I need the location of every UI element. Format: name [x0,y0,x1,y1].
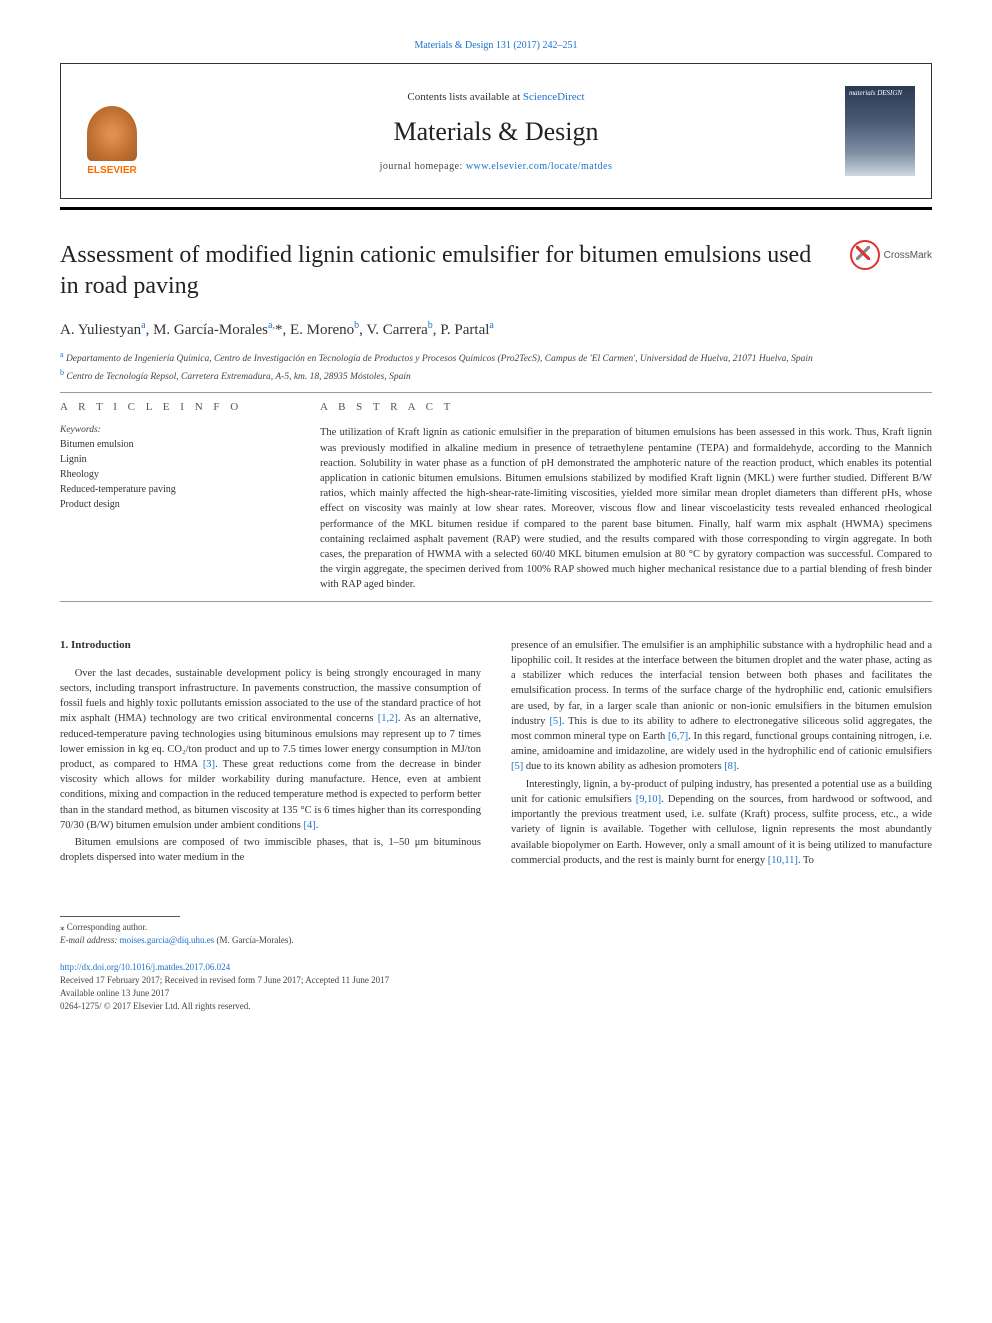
keyword-item: Rheology [60,467,290,482]
keyword-item: Bitumen emulsion [60,437,290,452]
publisher-logo: ELSEVIER [77,86,147,176]
email-link[interactable]: moises.garcia@diq.uhu.es [120,935,215,945]
body-right-column: presence of an emulsifier. The emulsifie… [511,638,932,870]
homepage-prefix: journal homepage: [380,161,466,172]
homepage-line: journal homepage: www.elsevier.com/locat… [147,161,845,172]
abstract-text: The utilization of Kraft lignin as catio… [320,425,932,592]
body-paragraph: Bitumen emulsions are composed of two im… [60,835,481,865]
abstract-label: A B S T R A C T [320,401,932,413]
section-heading-intro: 1. Introduction [60,638,481,654]
divider-before-abstract [60,392,932,393]
contents-line: Contents lists available at ScienceDirec… [147,91,845,103]
body-left-column: 1. Introduction Over the last decades, s… [60,638,481,870]
affiliations: a Departamento de Ingeniería Química, Ce… [60,349,932,384]
contents-prefix: Contents lists available at [407,91,522,103]
citation-link[interactable]: [8] [724,761,736,772]
body-text: presence of an emulsifier. The emulsifie… [511,640,932,727]
journal-header-box: ELSEVIER Contents lists available at Sci… [60,63,932,199]
citation-link[interactable]: [9,10] [636,794,661,805]
email-author-name: (M. García-Morales). [214,935,293,945]
keyword-item: Product design [60,497,290,512]
keyword-item: Reduced-temperature paving [60,482,290,497]
email-line: E-mail address: moises.garcia@diq.uhu.es… [60,934,932,947]
citation-link[interactable]: [6,7] [668,731,688,742]
body-text: due to its known ability as adhesion pro… [523,761,724,772]
body-paragraph: presence of an emulsifier. The emulsifie… [511,638,932,775]
sciencedirect-link[interactable]: ScienceDirect [523,91,585,103]
crossmark-badge[interactable]: CrossMark [850,240,932,270]
body-text: . [736,761,739,772]
article-title: Assessment of modified lignin cationic e… [60,240,850,302]
email-label: E-mail address: [60,935,117,945]
crossmark-icon [850,240,880,270]
body-paragraph: Interestingly, lignin, a by-product of p… [511,777,932,868]
journal-header-center: Contents lists available at ScienceDirec… [147,91,845,172]
divider-after-abstract [60,601,932,602]
citation-link[interactable]: [10,11] [768,855,798,866]
running-header: Materials & Design 131 (2017) 242–251 [60,40,932,51]
body-text: Bitumen emulsions are composed of two im… [60,837,481,863]
citation-link[interactable]: [3] [203,759,215,770]
article-info-column: A R T I C L E I N F O Keywords: Bitumen … [60,401,290,592]
corresponding-author-note: ⁎ Corresponding author. [60,921,932,934]
copyright-line: 0264-1275/ © 2017 Elsevier Ltd. All righ… [60,1000,932,1013]
keywords-label: Keywords: [60,425,290,435]
abstract-column: A B S T R A C T The utilization of Kraft… [320,401,932,592]
keywords-list: Bitumen emulsionLigninRheologyReduced-te… [60,437,290,512]
publisher-name: ELSEVIER [87,165,136,176]
homepage-link[interactable]: www.elsevier.com/locate/matdes [466,161,613,172]
citation-link[interactable]: [5] [511,761,523,772]
citation-link[interactable]: [4] [304,820,316,831]
body-paragraph: Over the last decades, sustainable devel… [60,666,481,833]
citation-link[interactable]: [5] [549,716,561,727]
article-info-label: A R T I C L E I N F O [60,401,290,413]
body-columns: 1. Introduction Over the last decades, s… [60,638,932,870]
header-rule [60,207,932,210]
journal-cover-thumb [845,86,915,176]
crossmark-label: CrossMark [884,250,932,261]
keyword-item: Lignin [60,452,290,467]
body-text: . [316,820,319,831]
authors-line: A. Yuliestyana, M. García-Moralesa,*, E.… [60,320,932,339]
journal-title: Materials & Design [147,117,845,147]
available-line: Available online 13 June 2017 [60,987,932,1000]
footer: ⁎ Corresponding author. E-mail address: … [60,916,932,1013]
citation-link[interactable]: [1,2] [378,713,398,724]
doi-link[interactable]: http://dx.doi.org/10.1016/j.matdes.2017.… [60,962,230,972]
elsevier-tree-icon [87,106,137,161]
received-line: Received 17 February 2017; Received in r… [60,974,932,987]
footnote-rule [60,916,180,917]
body-text: . To [798,855,814,866]
